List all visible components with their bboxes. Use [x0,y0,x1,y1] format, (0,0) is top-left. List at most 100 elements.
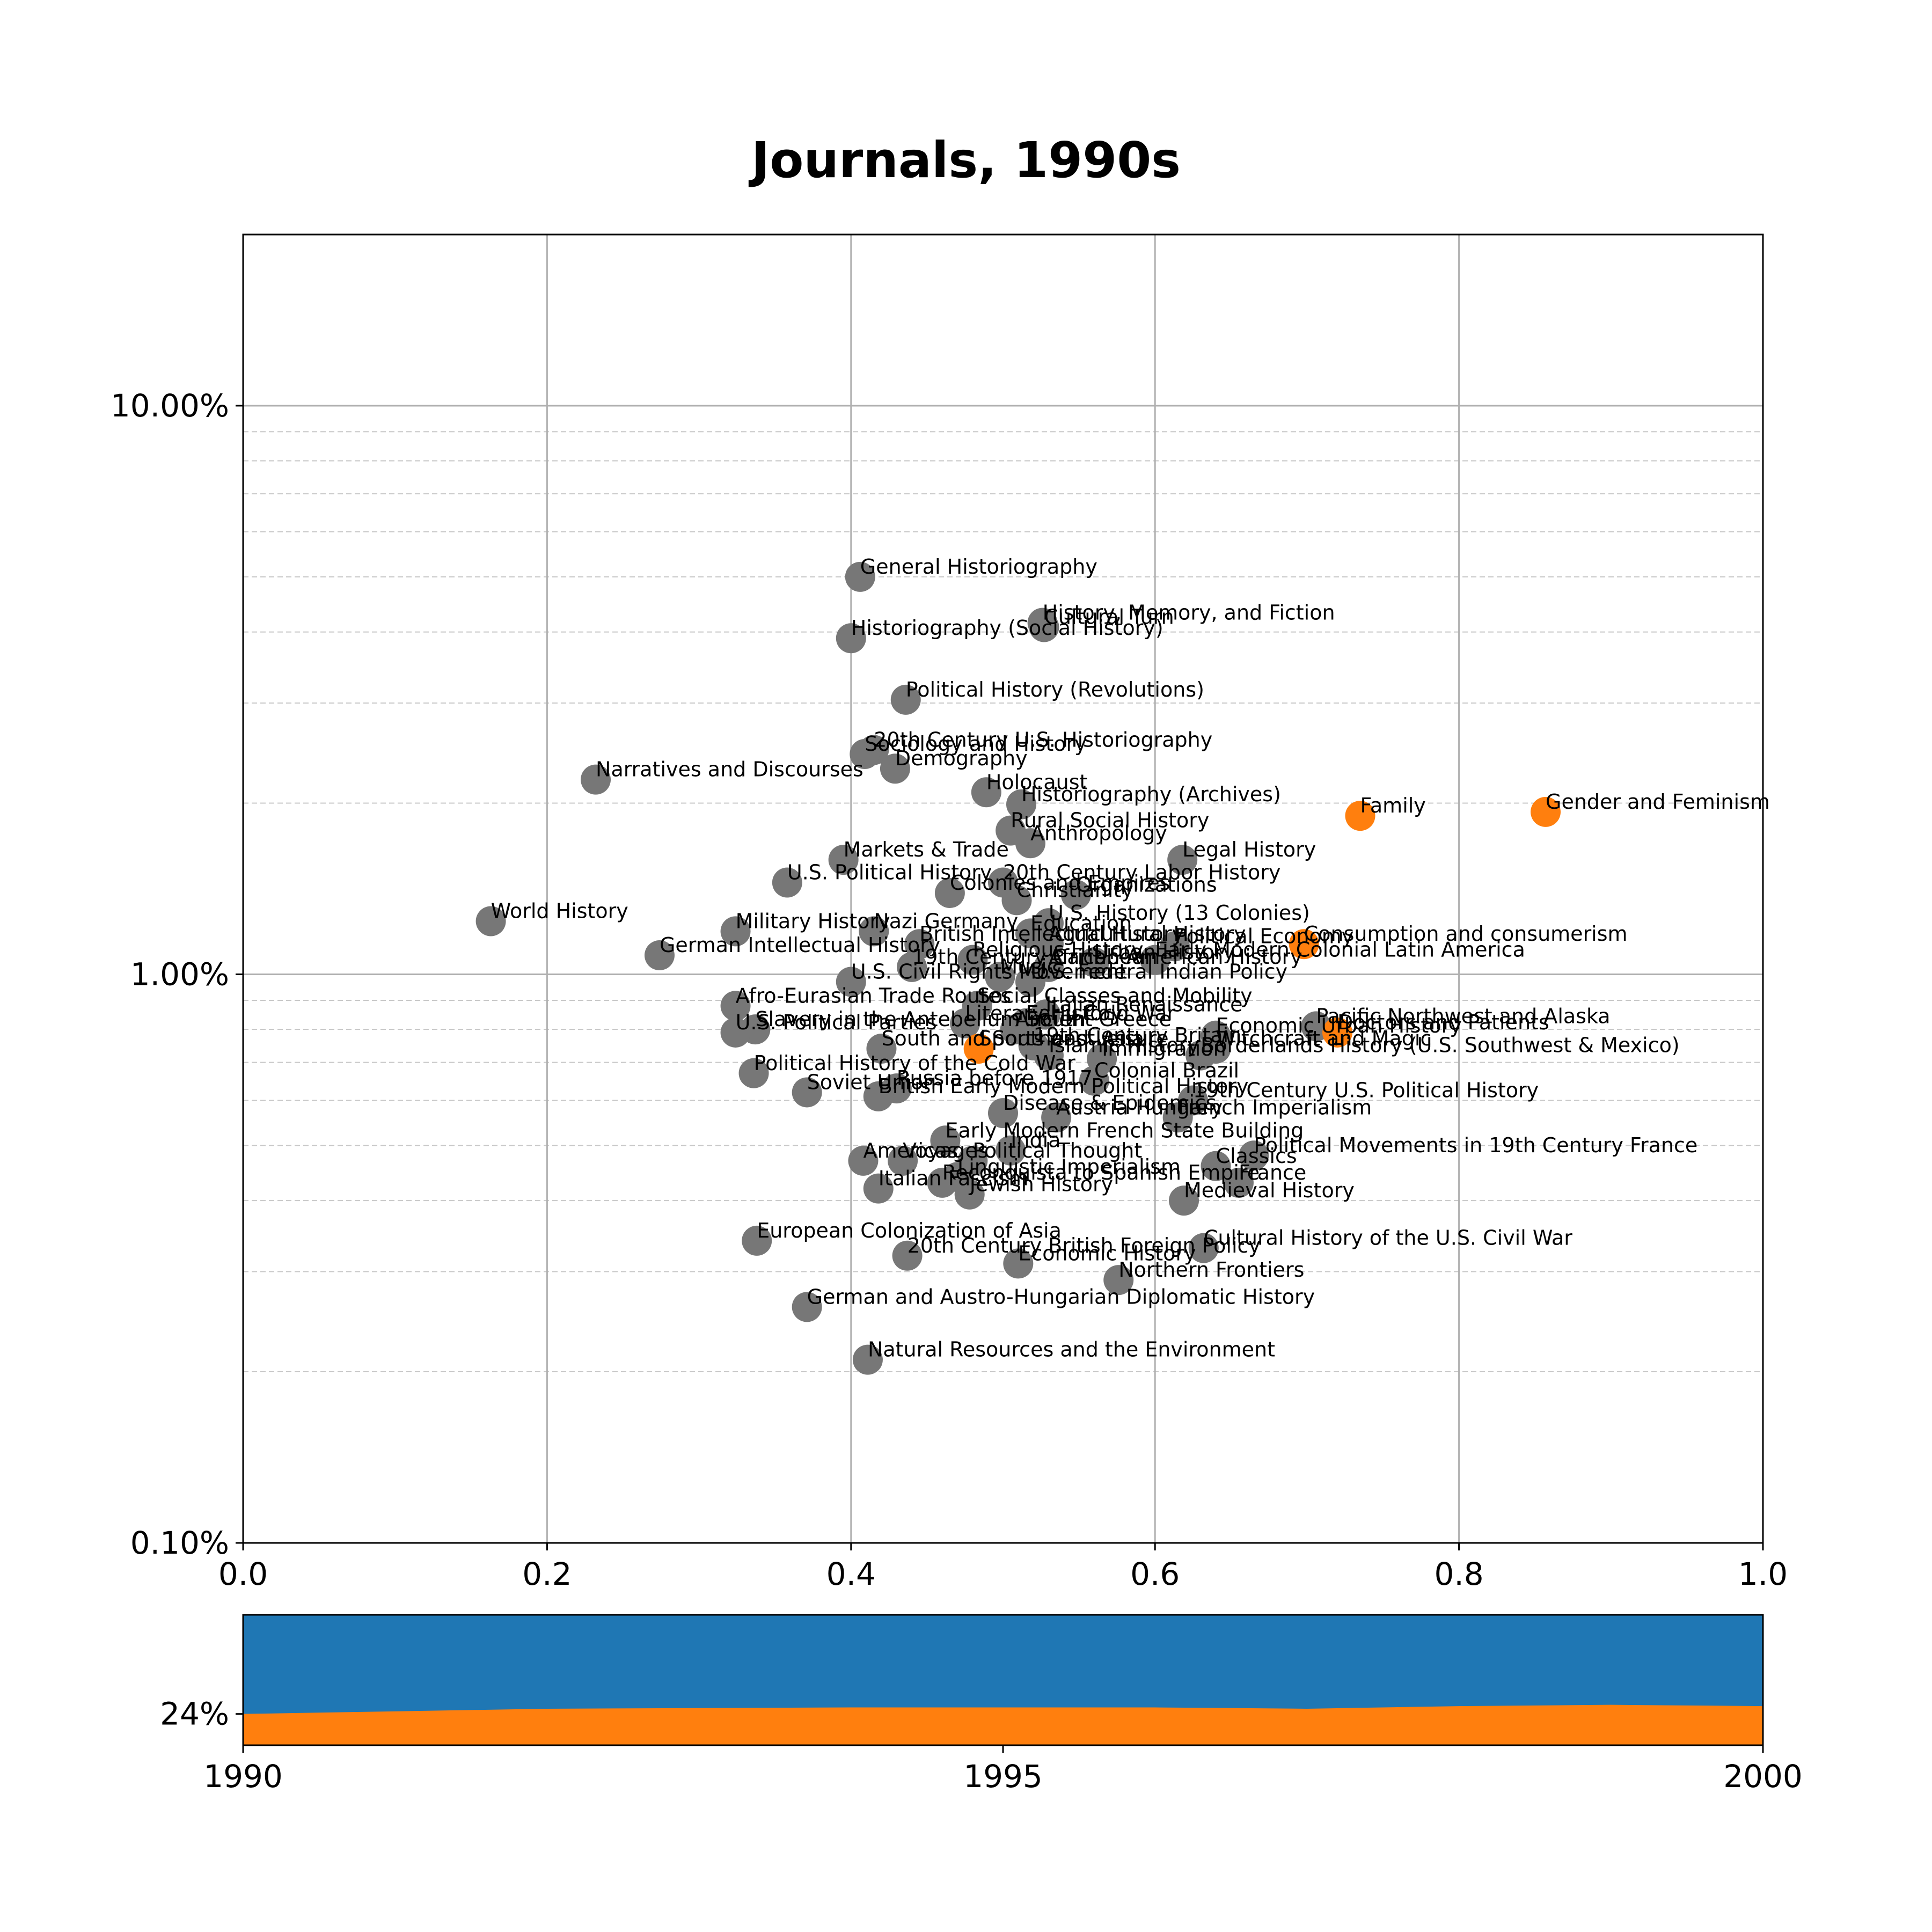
scatter-point [850,739,880,770]
point-label: Ancient Greece [1015,1007,1172,1031]
scatter-point [971,777,1001,808]
scatter-point [1167,845,1198,875]
scatter-point [892,1240,923,1271]
scatter-point [1103,1265,1134,1296]
point-label: German and Austro-Hungarian Diplomatic H… [807,1285,1315,1308]
point-label: History, Memory, and Fiction [1043,601,1335,625]
point-label: Political Economy [1175,924,1353,948]
point-label: Americas [863,1139,958,1162]
point-label: Cultural Turn [1044,605,1174,628]
point-label: 19th Century Britain [1034,1023,1242,1047]
point-label: Pacific Northwest and Alaska [1316,1004,1610,1028]
point-label: General Historiography [860,555,1097,579]
point-label: Afro-Eurasian Trade Routes [736,984,1012,1007]
scatter-point [720,916,751,947]
y-tick-label: 0.10% [130,1525,229,1561]
point-label: Borderlands History (U.S. Southwest & Me… [1201,1034,1679,1057]
scatter-point [957,945,988,975]
scatter-plot-frame [242,233,1764,1544]
area-x-tick-label: 1995 [963,1758,1043,1795]
scatter-point [930,1125,961,1156]
scatter-points [475,561,1561,1375]
scatter-point [927,1167,957,1198]
point-label: Doctors and Patients [1337,1011,1549,1034]
point-label: 20th Century U.S. Historiography [874,728,1212,752]
point-label: Political History of the Cold War [754,1051,1076,1075]
scatter-point [985,962,1015,992]
scatter-point [863,1173,894,1204]
scatter-point [880,753,910,784]
scatter-point [1001,885,1032,916]
point-label: Islamic History [1049,1034,1199,1057]
x-tick-label: 0.6 [1130,1556,1180,1592]
point-label: Witchcraft and Magic [1216,1027,1431,1050]
scatter-point [792,1292,822,1322]
scatter-point [963,1034,994,1064]
scatter-point [836,967,866,997]
x-tick-label: 0.8 [1434,1556,1483,1592]
point-label: Agricultural History [1049,922,1246,946]
point-label: 20th Century British Foreign Policy [908,1234,1261,1257]
scatter-point [848,1145,879,1176]
point-label: World History [491,899,628,923]
scatter-point [742,1225,772,1256]
scatter-point [996,1135,1026,1166]
point-label: Legal History [1182,838,1316,861]
point-label: Demography [895,747,1028,770]
scatter-point [888,1145,918,1176]
point-label: Political Movements in 19th Century Fran… [1254,1133,1697,1157]
scatter-point [1029,612,1059,642]
scatter-point [1223,1167,1254,1198]
point-label: Austria-Hungary [1056,1095,1223,1119]
point-label: Social Classes and Mobility [977,984,1253,1007]
scatter-point [1033,1040,1064,1071]
x-tick-label: 0.2 [522,1556,572,1592]
point-label: Northern Frontiers [1118,1258,1304,1282]
scatter-point [863,1081,894,1111]
point-label: Military History [736,909,890,933]
point-label: Immigration [1102,1037,1226,1060]
scatter-point [1239,1140,1269,1171]
point-label: Reconquista to Spanish Empire [942,1161,1260,1184]
scatter-point [845,561,875,592]
point-label: Natural Resources and the Environment [868,1338,1275,1362]
area-plot [243,1615,1763,1745]
point-label: Early Cold War [1026,1001,1175,1025]
point-label: Political Thought [972,1139,1142,1162]
point-label: U.S. Political History [787,861,992,884]
area-y-tick-label: 24% [160,1696,229,1732]
point-label: Education [1030,911,1132,935]
area-axes: 1990 1995 2000 24% [160,1696,1803,1795]
point-label: Political History (Revolutions) [906,678,1204,701]
point-label: Rural Social History [1011,809,1209,832]
point-label: U.S. Federal Indian Policy [1030,960,1287,983]
scatter-point [828,845,859,875]
point-label: British Intellectual History [919,922,1184,946]
point-label: Early Modern French State Building [945,1118,1304,1142]
point-label: Colonial Brazil [1094,1059,1239,1082]
point-label: Consumption and consumerism [1304,922,1628,946]
scatter-point [1169,1185,1199,1216]
point-label: Jewish History [969,1173,1113,1196]
scatter-point [1041,1102,1072,1133]
scatter-point [1322,1017,1353,1048]
point-label: U.S. History (13 Colonies) [1049,901,1310,925]
scatter-point [1162,1102,1193,1133]
scatter-point [1015,967,1045,997]
point-label: Medieval History [1184,1179,1355,1202]
scatter-point [1289,929,1319,960]
chart-title: Journals, 1990s [751,131,1181,189]
y-tick-label: 10.00% [111,387,229,424]
point-label: French Imperialism [1178,1095,1372,1119]
point-label: Slavery in the Antebellum South [755,1007,1086,1031]
scatter-point [581,764,611,795]
point-label: Sports and Leisure [979,1027,1169,1050]
point-label: Markets & Trade [844,838,1009,861]
scatter-point [950,1008,980,1038]
point-label: Religious History [972,938,1143,962]
point-label: Voyages [903,1139,988,1162]
point-label: Christianity [1016,878,1133,902]
y-tick-label: 1.00% [130,956,229,992]
scatter-point [934,877,965,908]
point-label: Economic History [1018,1241,1196,1265]
